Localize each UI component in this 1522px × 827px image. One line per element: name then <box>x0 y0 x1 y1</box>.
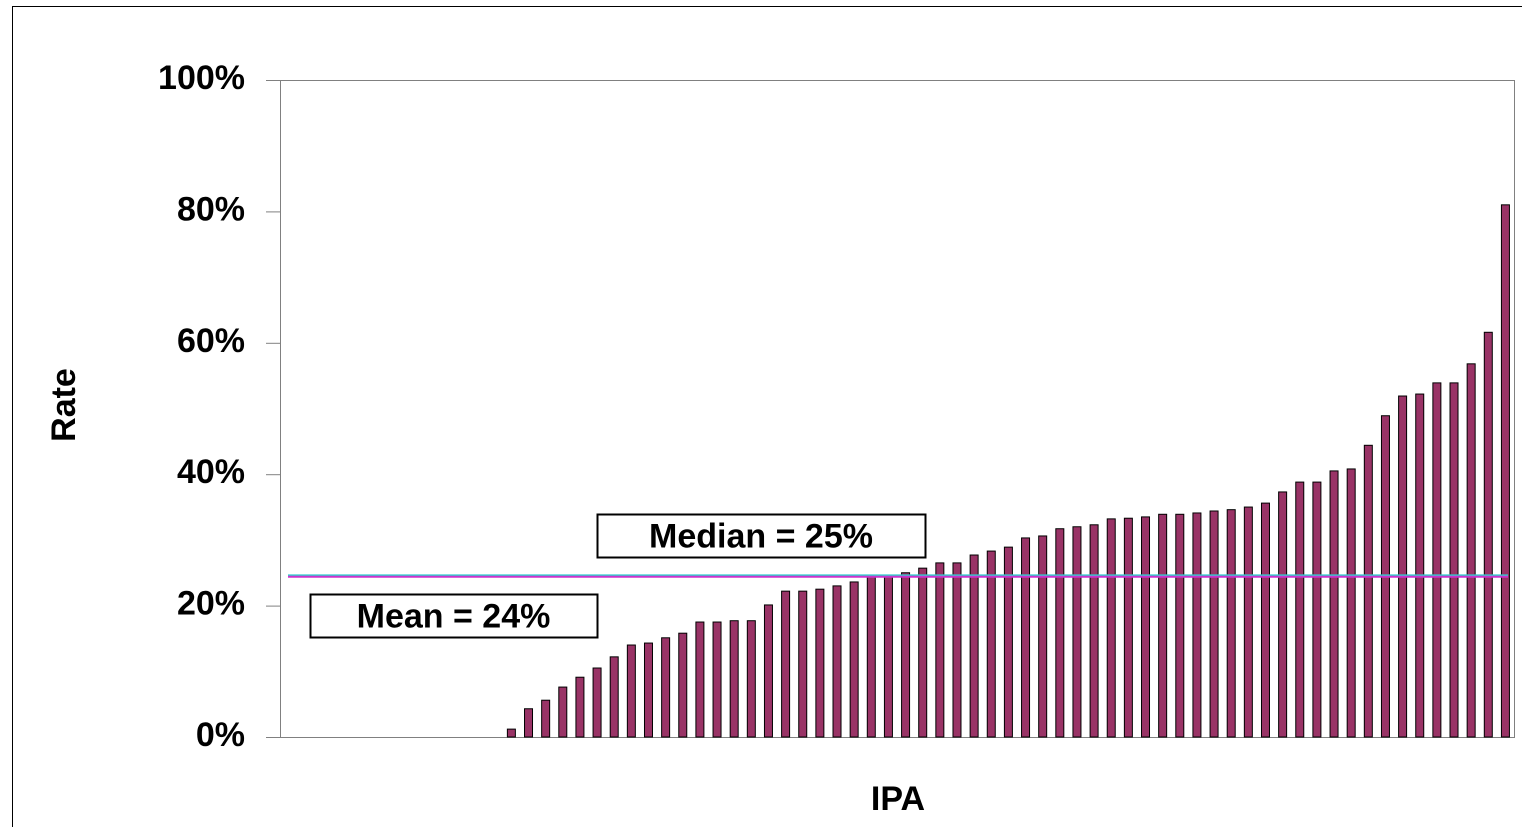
bar <box>575 676 585 738</box>
bar <box>815 588 825 738</box>
y-tick-label: 60% <box>177 322 245 360</box>
bar <box>849 581 859 738</box>
bar <box>763 604 773 738</box>
bar <box>798 590 808 738</box>
bar <box>1106 518 1116 738</box>
bar <box>746 620 756 738</box>
bar <box>1226 509 1236 738</box>
bar <box>1089 524 1099 738</box>
bar <box>1158 513 1168 738</box>
bar <box>1141 516 1151 738</box>
plot-area <box>280 80 1515 738</box>
reference-label: Mean = 24% <box>357 597 551 635</box>
bar <box>1500 204 1510 738</box>
reference-label-box <box>596 513 927 559</box>
bar <box>1295 481 1305 738</box>
bar <box>883 575 893 738</box>
bar <box>592 667 602 738</box>
bar <box>643 642 653 738</box>
bar <box>1038 535 1048 738</box>
bar <box>678 632 688 738</box>
bar <box>1398 395 1408 738</box>
bar <box>952 562 962 738</box>
x-axis-label: IPA <box>871 780 925 818</box>
bar <box>1192 512 1202 738</box>
bar <box>506 728 516 738</box>
bar <box>712 621 722 738</box>
bar <box>935 562 945 738</box>
bar <box>986 550 996 738</box>
bar <box>1432 382 1442 738</box>
bar <box>1346 468 1356 738</box>
bar <box>918 567 928 738</box>
bar <box>1260 502 1270 738</box>
y-tick-label: 0% <box>196 716 245 754</box>
bar <box>1415 393 1425 738</box>
bar <box>901 572 911 738</box>
bar <box>866 575 876 738</box>
bar <box>541 699 551 738</box>
bar <box>1003 546 1013 738</box>
bar <box>1483 331 1493 738</box>
bar <box>1243 506 1253 738</box>
bar <box>729 620 739 738</box>
y-tick-label: 20% <box>177 585 245 623</box>
bar <box>524 708 534 738</box>
y-tick-label: 40% <box>177 453 245 491</box>
bar <box>1021 537 1031 738</box>
chart-border <box>12 6 1522 827</box>
bar <box>1209 510 1219 738</box>
y-axis-label: Rate <box>45 368 83 442</box>
bar <box>1055 528 1065 738</box>
bar <box>1072 526 1082 738</box>
bar <box>1175 513 1185 738</box>
y-tick-label: 100% <box>158 59 245 97</box>
bar <box>1278 491 1288 738</box>
bar <box>1466 363 1476 738</box>
bar <box>695 621 705 738</box>
bar <box>1123 517 1133 738</box>
bar <box>1329 470 1339 738</box>
y-tick-label: 80% <box>177 190 245 228</box>
reference-label: Median = 25% <box>649 517 873 555</box>
bar <box>609 656 619 738</box>
bar <box>558 686 568 738</box>
reference-label-box <box>309 593 599 639</box>
bar <box>1312 481 1322 738</box>
bar <box>832 585 842 738</box>
bar <box>1363 444 1373 738</box>
bar <box>661 637 671 738</box>
bar <box>781 590 791 738</box>
bar <box>1449 382 1459 738</box>
bar <box>626 644 636 738</box>
bar <box>969 554 979 738</box>
